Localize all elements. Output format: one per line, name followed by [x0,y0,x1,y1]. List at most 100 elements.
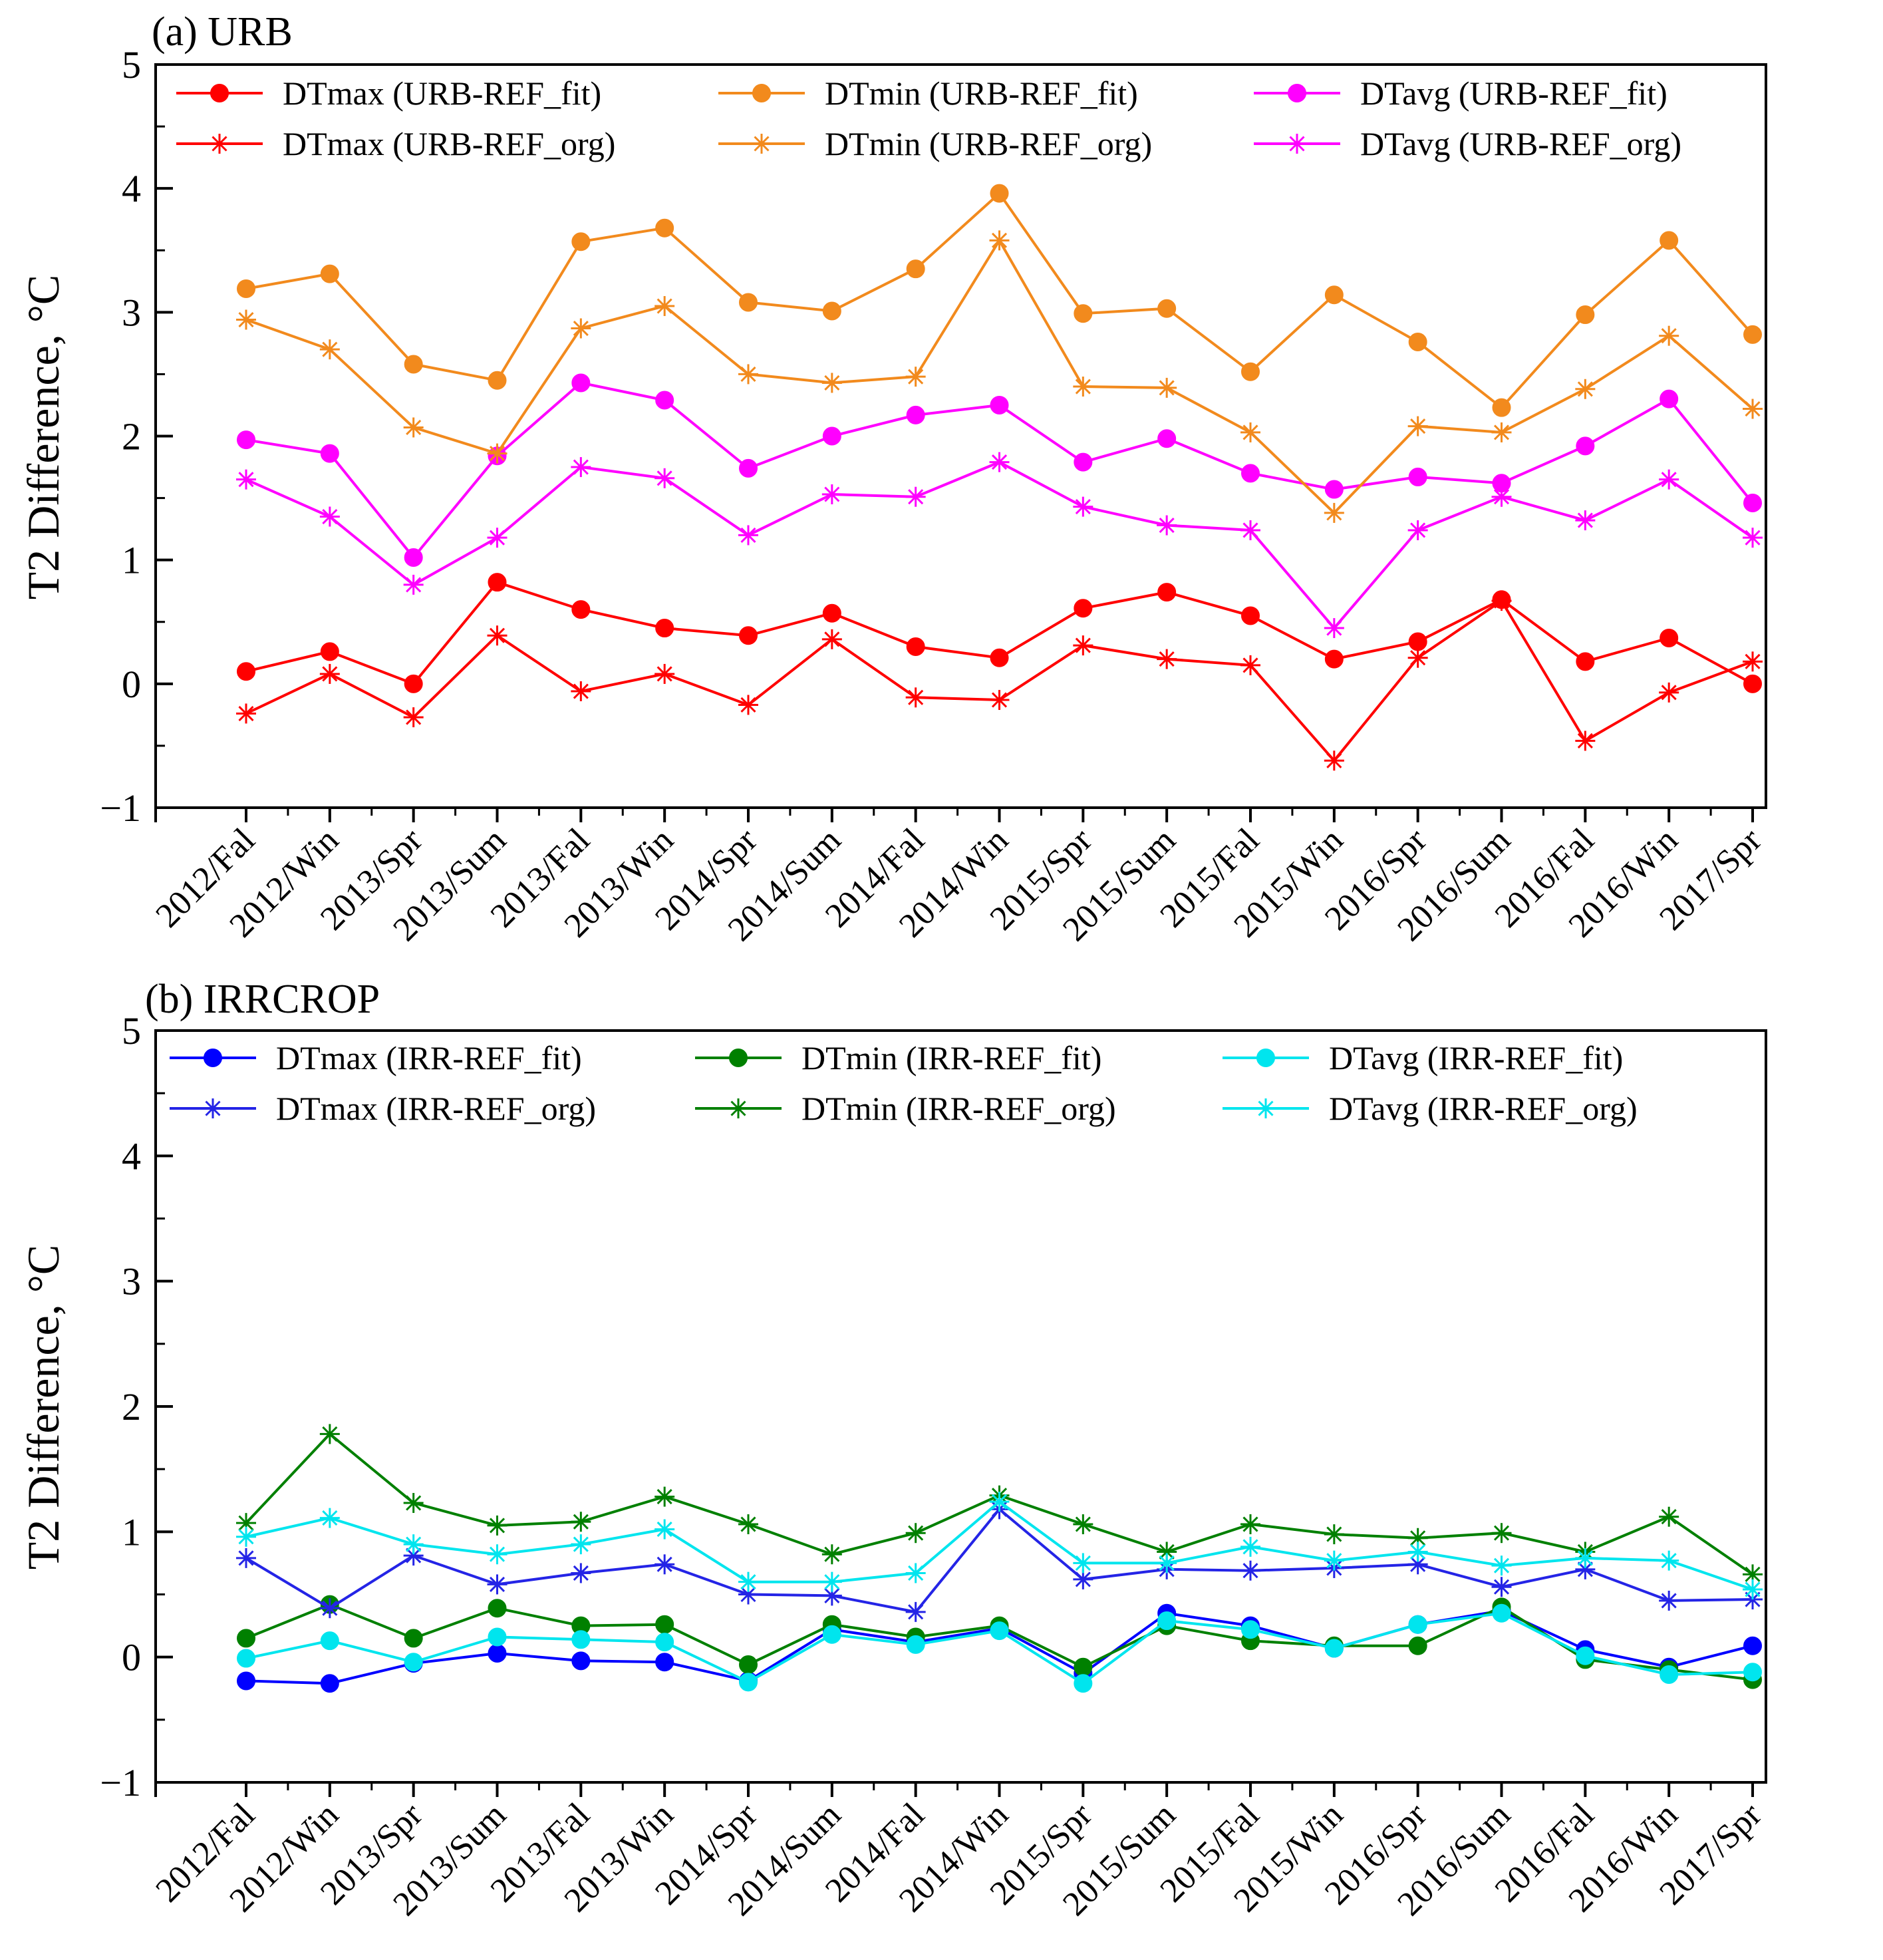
legend-item-dtmin-irr-ref-org: DTmin (IRR-REF_org) [695,1090,1116,1127]
data-point-dtmax-urb-ref-fit [655,619,674,638]
data-point-dtavg-urb-ref-fit [1157,429,1177,448]
data-point-dtavg-urb-ref-fit [906,405,925,424]
y-tick-label: 1 [122,539,141,582]
data-point-dtavg-urb-ref-org [1491,486,1512,507]
y-tick-label: 3 [122,1260,141,1303]
data-point-dtmin-urb-ref-org [1240,422,1260,442]
data-point-dtavg-irr-ref-fit [1324,1639,1344,1658]
data-point-dtavg-urb-ref-org [905,486,926,507]
data-point-dtmax-irr-ref-org [654,1554,675,1575]
data-point-dtavg-urb-ref-fit [1408,467,1427,486]
data-point-dtmax-urb-ref-fit [1241,606,1260,625]
series-dtmax-urb-ref-org [236,591,1763,771]
data-point-dtmin-urb-ref-fit [488,371,507,390]
legend-label: DTavg (IRR-REF_fit) [1329,1039,1623,1076]
data-point-dtmax-irr-ref-org [1491,1577,1512,1597]
data-point-dtavg-irr-ref-fit [1241,1620,1260,1639]
data-point-dtavg-irr-ref-org [1240,1536,1260,1557]
data-point-dtmin-urb-ref-org [1407,416,1428,436]
data-point-dtmax-urb-ref-fit [488,573,507,592]
data-point-dtmax-urb-ref-fit [1576,652,1595,671]
data-point-dtmin-irr-ref-org [1491,1523,1512,1544]
data-point-dtavg-irr-ref-org [905,1563,926,1583]
legend-label: DTmin (IRR-REF_fit) [801,1039,1101,1076]
series-dtavg-urb-ref-fit [237,373,1762,567]
data-point-dtavg-urb-ref-org [1575,510,1596,531]
panel-title-irrcrop: (b) IRRCROP [145,977,380,1022]
data-point-dtmax-urb-ref-fit [237,662,255,681]
data-point-dtmin-irr-ref-org [487,1515,507,1536]
data-point-dtmax-irr-ref-org [319,1598,340,1619]
data-point-dtavg-urb-ref-fit [404,548,423,567]
data-point-dtmax-urb-ref-fit [990,648,1009,667]
data-point-dtmax-urb-ref-org [236,703,256,724]
data-point-dtavg-irr-ref-org [654,1519,675,1540]
data-point-dtmax-urb-ref-org [319,663,340,684]
data-point-dtmax-irr-ref-fit [488,1644,507,1663]
series-dtmin-urb-ref-org [236,230,1763,523]
data-point-dtmin-urb-ref-fit [739,293,758,312]
data-point-dtmin-urb-ref-org [236,309,256,330]
data-point-dtmax-urb-ref-org [738,695,758,715]
data-point-dtmin-urb-ref-org [319,339,340,360]
data-point-dtavg-urb-ref-fit [571,373,591,393]
data-point-dtavg-irr-ref-fit [1743,1663,1762,1682]
data-point-dtavg-irr-ref-fit [1074,1674,1093,1693]
legend-label: DTmax (IRR-REF_org) [276,1090,596,1127]
data-point-dtmax-irr-ref-fit [237,1671,255,1691]
data-point-dtavg-urb-ref-org [1073,496,1093,517]
series-dtavg-irr-ref-fit [237,1603,1762,1693]
data-point-dtavg-urb-ref-fit [320,444,339,463]
data-point-dtmin-urb-ref-org [989,230,1010,251]
y-tick-label: 2 [122,1385,141,1428]
legend-item-dtavg-irr-ref-fit: DTavg (IRR-REF_fit) [1223,1039,1623,1076]
series-dtavg-urb-ref-org [236,452,1763,639]
data-point-dtavg-urb-ref-fit [237,430,255,450]
data-point-dtavg-irr-ref-org [319,1508,340,1528]
data-point-dtavg-irr-ref-fit [1157,1611,1177,1631]
data-point-dtmin-irr-ref-org [654,1486,675,1507]
data-point-dtavg-irr-ref-fit [822,1625,841,1644]
data-point-dtmax-urb-ref-org [1407,647,1428,668]
data-point-dtmax-urb-ref-org [1575,731,1596,751]
data-point-dtavg-irr-ref-fit [1492,1603,1511,1623]
data-point-dtavg-irr-ref-fit [1660,1665,1679,1685]
data-point-dtmax-urb-ref-fit [404,674,423,693]
legend-item-dtmin-irr-ref-fit: DTmin (IRR-REF_fit) [695,1039,1101,1076]
data-point-dtmin-urb-ref-org [1324,502,1344,523]
data-point-dtmax-irr-ref-fit [655,1653,674,1672]
series-dtmin-urb-ref-fit [237,184,1762,417]
data-point-dtmin-irr-ref-org [319,1424,340,1444]
data-point-dtavg-irr-ref-fit [1576,1646,1595,1665]
legend-label: DTavg (URB-REF_org) [1360,125,1681,162]
data-point-dtmax-urb-ref-fit [822,603,841,623]
data-point-dtmax-irr-ref-org [1240,1560,1260,1581]
data-point-dtavg-urb-ref-org [654,468,675,488]
data-point-dtmin-irr-ref-fit [739,1655,758,1674]
data-point-dtavg-irr-ref-org [821,1571,842,1592]
data-point-dtavg-irr-ref-fit [237,1649,255,1668]
y-axis-title-urb: T2 Difference, °C [18,275,69,600]
legend-marker [752,134,772,154]
legend-marker [729,1049,748,1067]
data-point-dtavg-urb-ref-org [1659,469,1679,490]
data-point-dtavg-irr-ref-org [989,1492,1010,1512]
legend-irrcrop: DTmax (IRR-REF_fit) DTmin (IRR-REF_fit) DT… [170,1039,1638,1127]
data-point-dtmin-urb-ref-org [1157,377,1177,398]
data-point-dtmax-urb-ref-org [1240,655,1260,675]
data-point-dtmin-irr-ref-org [1407,1528,1428,1548]
legend-label: DTmin (IRR-REF_org) [801,1090,1116,1127]
data-point-dtmax-urb-ref-org [1324,750,1344,771]
data-point-dtmin-urb-ref-fit [990,184,1009,203]
legend-label: DTmax (URB-REF_fit) [283,75,601,112]
data-point-dtavg-urb-ref-org [1324,618,1344,639]
data-point-dtmin-urb-ref-fit [571,232,591,251]
y-tick-label: 3 [122,291,141,334]
legend-marker [1256,1049,1275,1067]
data-point-dtmax-urb-ref-fit [320,642,339,661]
data-point-dtavg-irr-ref-fit [655,1633,674,1652]
data-point-dtavg-urb-ref-org [1157,515,1177,536]
y-tick-label: −1 [100,1761,141,1804]
data-point-dtavg-irr-ref-org [571,1534,591,1555]
data-point-dtmax-urb-ref-fit [571,600,591,619]
